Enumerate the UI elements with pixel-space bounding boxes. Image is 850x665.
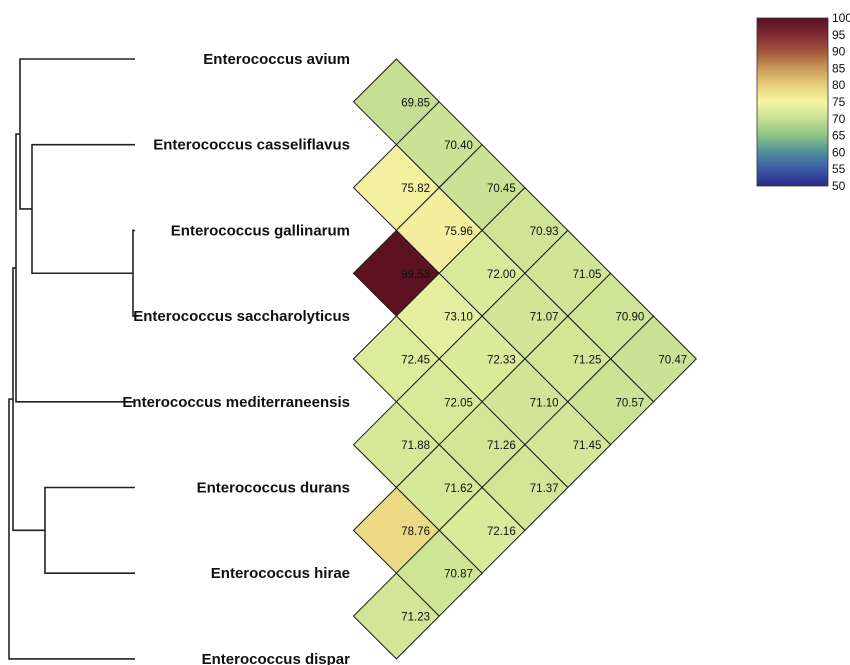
colorbar-tick-label: 60 (832, 145, 846, 159)
taxon-label-enterococcus-hirae: Enterococcus hirae (211, 565, 350, 582)
cell-value-label: 71.45 (573, 440, 602, 452)
colorbar-tick-label: 90 (832, 45, 846, 59)
colorbar-tick-label: 95 (832, 28, 846, 42)
taxon-label-enterococcus-saccharolyticus: Enterococcus saccharolyticus (133, 308, 350, 325)
cell-value-label: 99.53 (401, 269, 430, 281)
heatmap-triangle: 69.85 70.40 70.45 70.93 71.05 70.90 70.47 75.82… (352, 58, 698, 660)
colorbar-tick-label: 75 (832, 95, 846, 109)
cell-value-label: 69.85 (401, 97, 430, 109)
colorbar-tick-label: 55 (832, 162, 846, 176)
colorbar-tick-label: 80 (832, 78, 846, 92)
cell-value-label: 70.45 (487, 183, 516, 195)
cell-value-label: 70.40 (444, 140, 473, 152)
cell-value-label: 71.26 (487, 440, 516, 452)
dendrogram-branch-n1 (132, 229, 135, 317)
cell-value-label: 70.90 (615, 312, 644, 324)
taxon-label-enterococcus-dispar: Enterococcus dispar (202, 651, 351, 665)
cell-value-label: 70.93 (530, 226, 559, 238)
dendrogram-branch-n4 (19, 58, 135, 210)
cell-value-label: 78.76 (401, 526, 430, 538)
cell-value-label: 71.25 (573, 354, 602, 366)
dendrogram-branch-n7 (8, 398, 135, 660)
cell-value-label: 71.88 (401, 440, 430, 452)
dendrogram-branch-n3 (44, 486, 135, 574)
dendrogram-branch-n2 (31, 143, 135, 275)
taxon-label-enterococcus-avium: Enterococcus avium (203, 51, 350, 68)
cell-value-label: 70.87 (444, 569, 473, 581)
cell-value-label: 72.00 (487, 269, 516, 281)
cell-value-label: 73.10 (444, 312, 473, 324)
dendrogram-branch-n6 (12, 267, 45, 532)
colorbar-tick-label: 100 (832, 11, 850, 25)
taxon-label-enterococcus-gallinarum: Enterococcus gallinarum (171, 222, 350, 239)
cell-value-label: 75.82 (401, 183, 430, 195)
color-scale-legend: 100 95 90 85 80 75 70 65 60 55 50 (756, 11, 850, 193)
colorbar-tick-label: 50 (832, 179, 846, 193)
cell-value-label: 71.07 (530, 312, 559, 324)
cell-value-label: 71.23 (401, 612, 430, 624)
cell-value-label: 70.47 (658, 354, 687, 366)
colorbar-tick-label: 65 (832, 129, 846, 143)
cell-value-label: 72.33 (487, 354, 516, 366)
colorbar-tick-label: 70 (832, 112, 846, 126)
cell-value-label: 71.37 (530, 483, 559, 495)
dendrogram (8, 58, 135, 660)
cell-value-label: 71.05 (573, 269, 602, 281)
cell-value-label: 70.57 (615, 397, 644, 409)
cell-value-label: 72.16 (487, 526, 516, 538)
cell-value-label: 71.62 (444, 483, 473, 495)
taxon-label-enterococcus-casseliflavus: Enterococcus casseliflavus (153, 137, 350, 154)
taxon-label-enterococcus-mediterraneensis: Enterococcus mediterraneensis (122, 394, 350, 411)
heatmap-cell-6-7 (352, 572, 440, 660)
dendrogram-branch-n5 (15, 133, 135, 403)
colorbar-gradient (756, 17, 829, 187)
colorbar-tick-label: 85 (832, 61, 846, 75)
taxon-labels: Enterococcus avium Enterococcus casselifl… (122, 51, 350, 665)
cell-value-label: 75.96 (444, 226, 473, 238)
cell-value-label: 71.10 (530, 397, 559, 409)
taxon-label-enterococcus-durans: Enterococcus durans (197, 480, 350, 497)
cell-value-label: 72.45 (401, 354, 430, 366)
cell-value-label: 72.05 (444, 397, 473, 409)
